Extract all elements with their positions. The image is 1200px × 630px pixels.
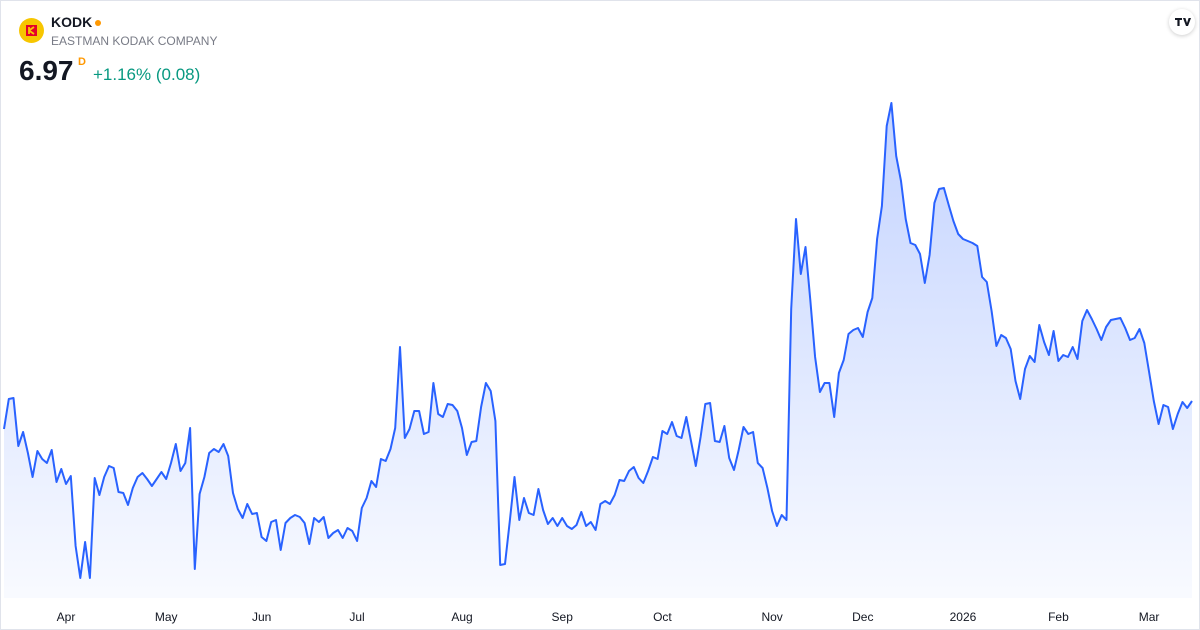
x-tick-label: 2026	[950, 610, 977, 624]
price-line	[3, 102, 1193, 579]
change: +1.16% (0.08)	[93, 65, 201, 84]
symbol: KODK	[51, 14, 102, 30]
symbol-text: KODK	[51, 14, 93, 30]
x-tick-label: Aug	[451, 610, 472, 624]
x-tick-label: Dec	[852, 610, 873, 624]
x-tick-label: Mar	[1139, 610, 1160, 624]
x-tick-label: May	[155, 610, 178, 624]
tradingview-logo[interactable]	[1169, 9, 1195, 35]
price: 6.97	[19, 55, 74, 86]
company-logo	[19, 18, 44, 43]
tv-icon	[1175, 18, 1191, 26]
x-tick-label: Jul	[349, 610, 364, 624]
x-tick-label: Nov	[761, 610, 782, 624]
status-dot	[95, 20, 102, 27]
logo-icon	[26, 25, 37, 36]
area-fill	[4, 103, 1192, 598]
x-tick-label: Jun	[252, 610, 271, 624]
x-tick-label: Oct	[653, 610, 672, 624]
x-tick-label: Sep	[552, 610, 574, 624]
x-tick-label: Apr	[57, 610, 76, 624]
x-tick-label: Feb	[1048, 610, 1069, 624]
interval: D	[78, 56, 86, 68]
company-name: EASTMAN KODAK COMPANY	[51, 34, 218, 48]
